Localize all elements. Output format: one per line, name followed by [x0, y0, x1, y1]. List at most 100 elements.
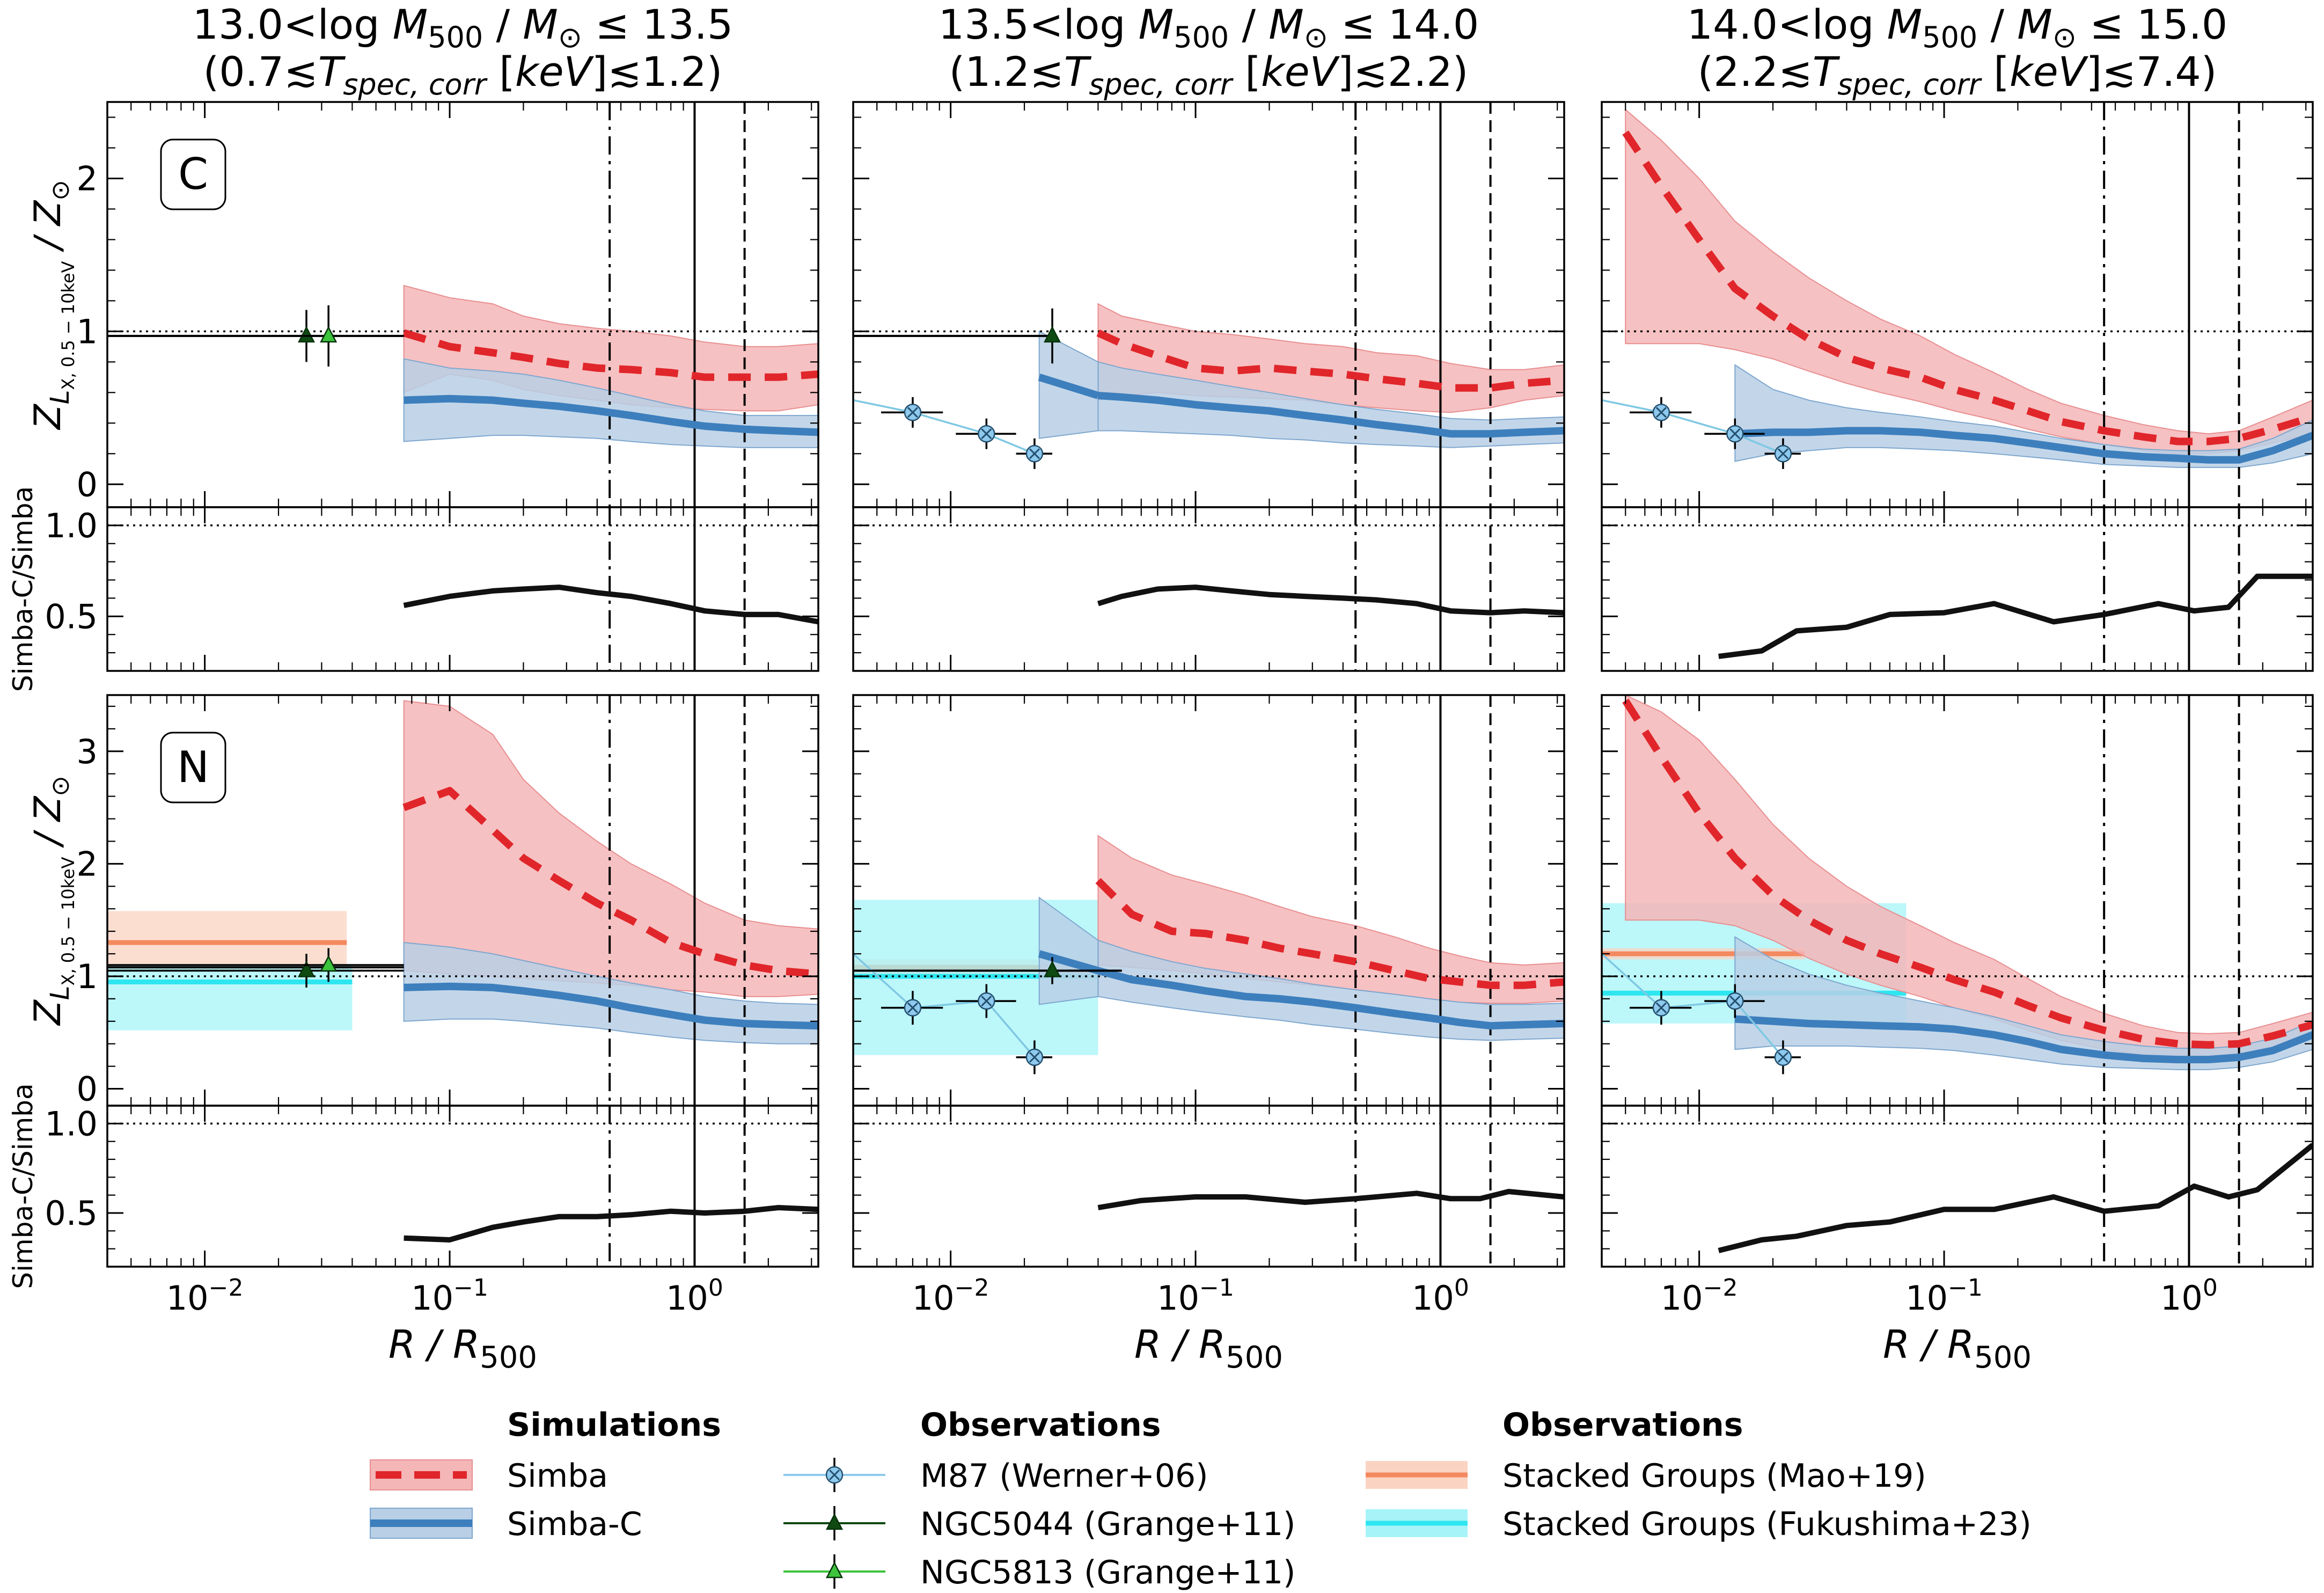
obs-marker-m87-cross [1729, 428, 1741, 440]
obs-connector-line [1602, 953, 1784, 1058]
simba-median-line [1622, 130, 2313, 445]
obs-marker-ngc5044 [1043, 326, 1061, 343]
simba-median-line [402, 329, 818, 381]
obs-marker-m87-cross [1777, 1051, 1788, 1063]
simbac-median-line [404, 394, 818, 436]
obs-connector-line [853, 953, 1036, 1058]
row-label-box [160, 138, 226, 210]
obs-marker-m87-cross [981, 428, 992, 440]
axes-frame [852, 506, 1565, 672]
ratio-plot [853, 507, 1564, 671]
legend-label-simba: Simba [507, 1457, 608, 1495]
main-plot [107, 102, 818, 507]
x-tick-label: 10−1 [411, 1274, 488, 1318]
x-tick-label: 10−2 [1661, 1274, 1738, 1318]
obs-marker-m87-cross [1029, 448, 1040, 459]
obs-marker-m87-cross [981, 996, 992, 1007]
obs-marker-m87-cross [1655, 1002, 1667, 1013]
legend-label-ngc5813: NGC5813 (Grange+11) [920, 1554, 1295, 1591]
legend-group-title: Observations [1502, 1406, 1743, 1444]
y-tick-label: 1.0 [45, 1104, 98, 1143]
obs-marker-m87-cross [1029, 1051, 1040, 1063]
panel-N-3: 10−2 10−1 100 R / R500 [1601, 694, 2314, 1375]
x-tick-label: 100 [666, 1274, 723, 1318]
axes-frame [106, 506, 819, 672]
panels-layer: 0 1 2 0.5 1.0 C ZLX, 0.5 − 10keV / Z⊙ Simba-C/S… [8, 101, 2314, 1375]
simbac-inner-line [1038, 950, 1099, 975]
simbac-median-line [1097, 392, 1564, 438]
axes-frame [106, 1105, 819, 1268]
obs-marker-m87-cross [907, 407, 918, 418]
column-title-temperature: (0.7≲Tspec, corr [keV]≲1.2) [203, 48, 723, 101]
y-tick-label: 0.5 [45, 597, 98, 636]
y-tick-label: 0.5 [45, 1194, 98, 1233]
simbac-scatter-band [1097, 361, 1564, 448]
legend-marker-m87-cross [829, 1469, 840, 1481]
x-tick-label: 100 [2160, 1274, 2218, 1318]
column-titles: 13.0<log M₅₀₀ / M⊙ ≤ 13.5 (0.7≲T_spec,co… [193, 1, 2228, 101]
main-plot [1602, 102, 2313, 507]
ratio-plot [1602, 1106, 2313, 1267]
panel-C-2 [852, 101, 1565, 672]
obs-marker-m87-cross [1777, 448, 1788, 459]
obs-marker-ngc5813 [320, 955, 338, 972]
simbac-inner-line [1038, 374, 1099, 399]
x-tick-label: 10−2 [166, 1274, 244, 1318]
obs-marker-ngc5044 [297, 326, 316, 343]
ratio-line [1097, 1189, 1564, 1210]
row-label: N [177, 742, 209, 792]
column-title-mass: 14.0<log M500 / M⊙ ≤ 15.0 [1687, 1, 2228, 54]
y-tick-label: 1 [77, 312, 98, 351]
ratio-line [404, 1205, 818, 1243]
axes-frame [852, 1105, 1565, 1268]
y-tick-label: 0 [77, 465, 98, 504]
legend-marker-ngc5044 [825, 1513, 844, 1530]
ratio-line [1097, 584, 1564, 616]
simbac-scatter-band [1097, 939, 1564, 1041]
column-title-temperature: (2.2≲Tspec, corr [keV]≲7.4) [1698, 48, 2217, 101]
legend-label-mao: Stacked Groups (Mao+19) [1502, 1457, 1926, 1495]
simba-scatter-band [1625, 695, 2313, 1061]
obs-marker-m87-cross [907, 1002, 918, 1013]
obs-marker-m87-cross [1655, 407, 1667, 418]
column-title-temperature: (1.2≲Tspec, corr [keV]≲2.2) [949, 48, 1469, 101]
ratio-y-axis-label: Simba-C/Simba [8, 1083, 39, 1289]
row-label: C [178, 149, 208, 199]
simbac-median-line [1735, 427, 2313, 464]
simbac-scatter-band [1734, 936, 2313, 1070]
simba-median-line [1095, 878, 1564, 989]
ratio-plot [107, 1106, 818, 1267]
y-tick-label: 0 [77, 1070, 98, 1109]
ratio-line [1718, 1143, 2313, 1253]
y-tick-label: 2 [77, 844, 98, 883]
column-title-mass: 13.0<log M500 / M⊙ ≤ 13.5 [193, 1, 734, 54]
stacked-groups-band [107, 965, 353, 1031]
legend-label-ngc5044: NGC5044 (Grange+11) [920, 1506, 1295, 1543]
ratio-y-axis-label: Simba-C/Simba [8, 486, 39, 692]
ratio-line [1718, 573, 2313, 659]
simbac-median-line [1734, 1015, 2313, 1064]
y-tick-label: 2 [77, 159, 98, 198]
obs-marker-ngc5813 [320, 326, 338, 343]
axes-frame [1601, 1105, 2314, 1268]
ratio-plot [1602, 507, 2313, 671]
row-label-box [160, 732, 226, 803]
x-axis-label: R / R500 [1883, 1322, 2032, 1375]
main-plot [107, 695, 818, 1106]
simbac-median-line [1097, 967, 1564, 1030]
x-axis-label: R / R500 [388, 1322, 537, 1375]
y-axis-label: ZLX, 0.5 − 10keV / Z⊙ [27, 180, 78, 430]
simba-median-line [1096, 329, 1564, 392]
legend-group-title: Simulations [507, 1406, 721, 1444]
axes-frame [1601, 506, 2314, 672]
main-plot [853, 695, 1564, 1106]
main-plot [853, 102, 1564, 507]
panel-N-2: 10−2 10−1 100 R / R500 [852, 694, 1565, 1375]
obs-marker-ngc5044 [1043, 960, 1061, 977]
ratio-plot [853, 1106, 1564, 1267]
y-tick-label: 1.0 [45, 506, 98, 545]
simba-median-line [1622, 698, 2313, 1049]
obs-marker-ngc5044 [297, 960, 316, 977]
obs-connector-line [853, 399, 1035, 455]
